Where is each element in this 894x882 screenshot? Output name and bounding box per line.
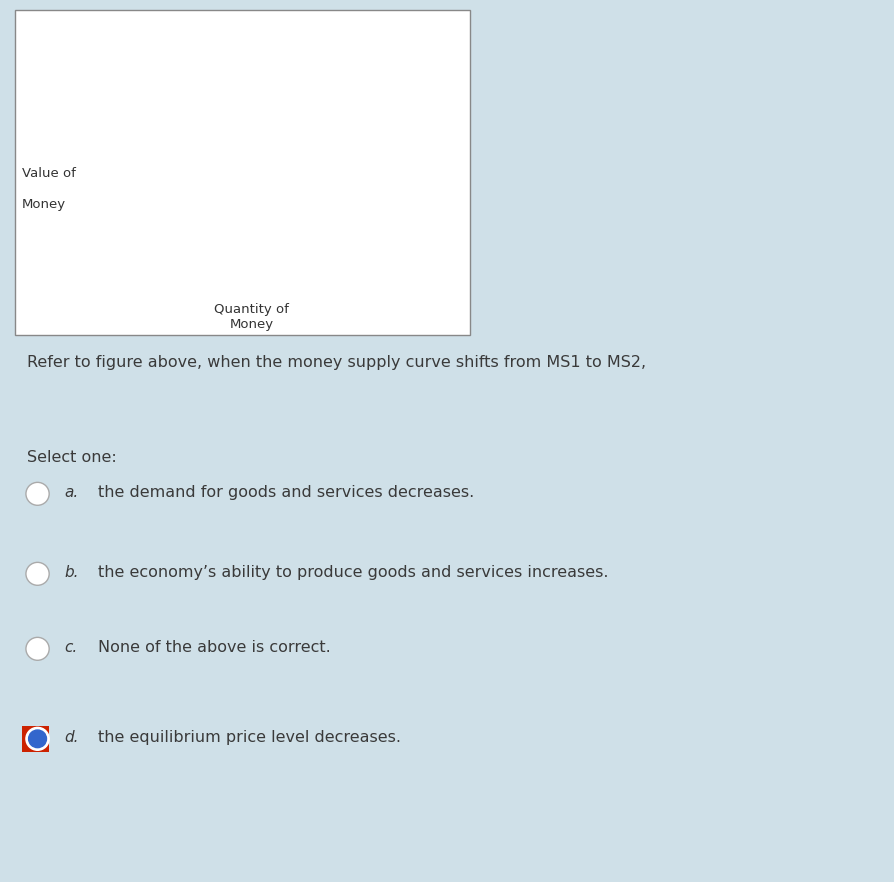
Text: $MS_1$: $MS_1$ — [173, 42, 203, 61]
Text: B: B — [254, 137, 263, 149]
Text: Money
Demand: Money Demand — [373, 274, 423, 303]
Text: None of the above is correct.: None of the above is correct. — [98, 640, 331, 655]
Text: d.: d. — [64, 730, 79, 745]
Text: A: A — [191, 137, 201, 149]
Text: D: D — [254, 215, 264, 228]
Text: Quantity of
Money: Quantity of Money — [215, 303, 289, 331]
Text: Refer to figure above, when the money supply curve shifts from MS1 to MS2,: Refer to figure above, when the money su… — [27, 355, 646, 370]
Text: the economy’s ability to produce goods and services increases.: the economy’s ability to produce goods a… — [98, 565, 609, 580]
Text: Money: Money — [22, 198, 66, 211]
Text: b.: b. — [64, 565, 79, 580]
Text: the equilibrium price level decreases.: the equilibrium price level decreases. — [98, 730, 401, 745]
Text: Value of: Value of — [22, 168, 76, 180]
Text: Select one:: Select one: — [27, 450, 116, 465]
Text: $MS_2$: $MS_2$ — [235, 42, 265, 61]
Text: a.: a. — [64, 485, 79, 500]
Text: C: C — [191, 215, 201, 228]
Text: the demand for goods and services decreases.: the demand for goods and services decrea… — [98, 485, 475, 500]
Text: c.: c. — [64, 640, 78, 655]
